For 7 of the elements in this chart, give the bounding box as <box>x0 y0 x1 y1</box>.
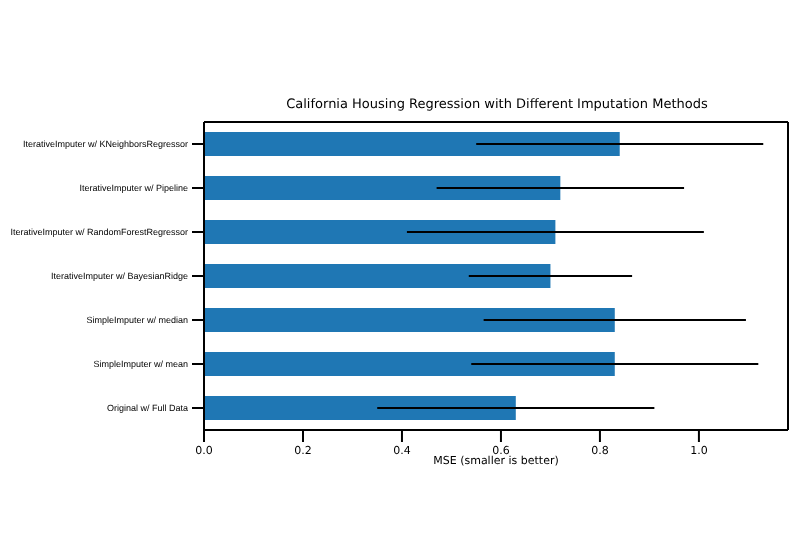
bar <box>204 220 556 244</box>
bar <box>204 132 620 156</box>
bar <box>204 308 615 332</box>
bar <box>204 352 615 376</box>
bar <box>204 264 551 288</box>
bar <box>204 396 516 420</box>
bar <box>204 176 561 200</box>
